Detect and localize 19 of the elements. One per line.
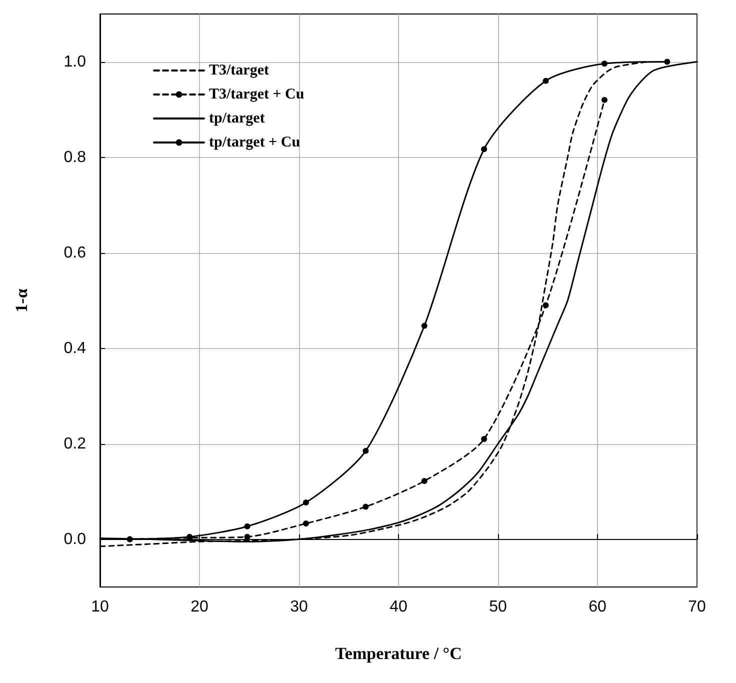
legend-label: T3/target: [209, 62, 269, 78]
y-axis-title: 1-α: [12, 288, 31, 312]
x-tick-label: 50: [489, 598, 507, 616]
legend-label: tp/target + Cu: [209, 134, 300, 150]
y-tick-label: 0.4: [64, 340, 86, 357]
y-tick-label: 0.6: [64, 244, 86, 262]
y-tick-label: 0.0: [64, 530, 86, 548]
y-tick-label: 0.8: [64, 148, 86, 166]
legend-label: T3/target + Cu: [209, 86, 304, 102]
x-tick-label: 60: [588, 598, 606, 616]
x-tick-label: 20: [190, 598, 208, 616]
x-axis-title: Temperature / °C: [335, 644, 462, 663]
x-tick-label: 10: [91, 598, 109, 616]
x-tick-label: 40: [390, 598, 408, 616]
x-tick-label: 30: [290, 598, 308, 616]
y-tick-label: 0.2: [64, 435, 86, 452]
x-tick-label: 70: [688, 598, 706, 616]
legend-label: tp/target: [209, 110, 265, 126]
y-tick-label: 1.0: [64, 53, 86, 70]
